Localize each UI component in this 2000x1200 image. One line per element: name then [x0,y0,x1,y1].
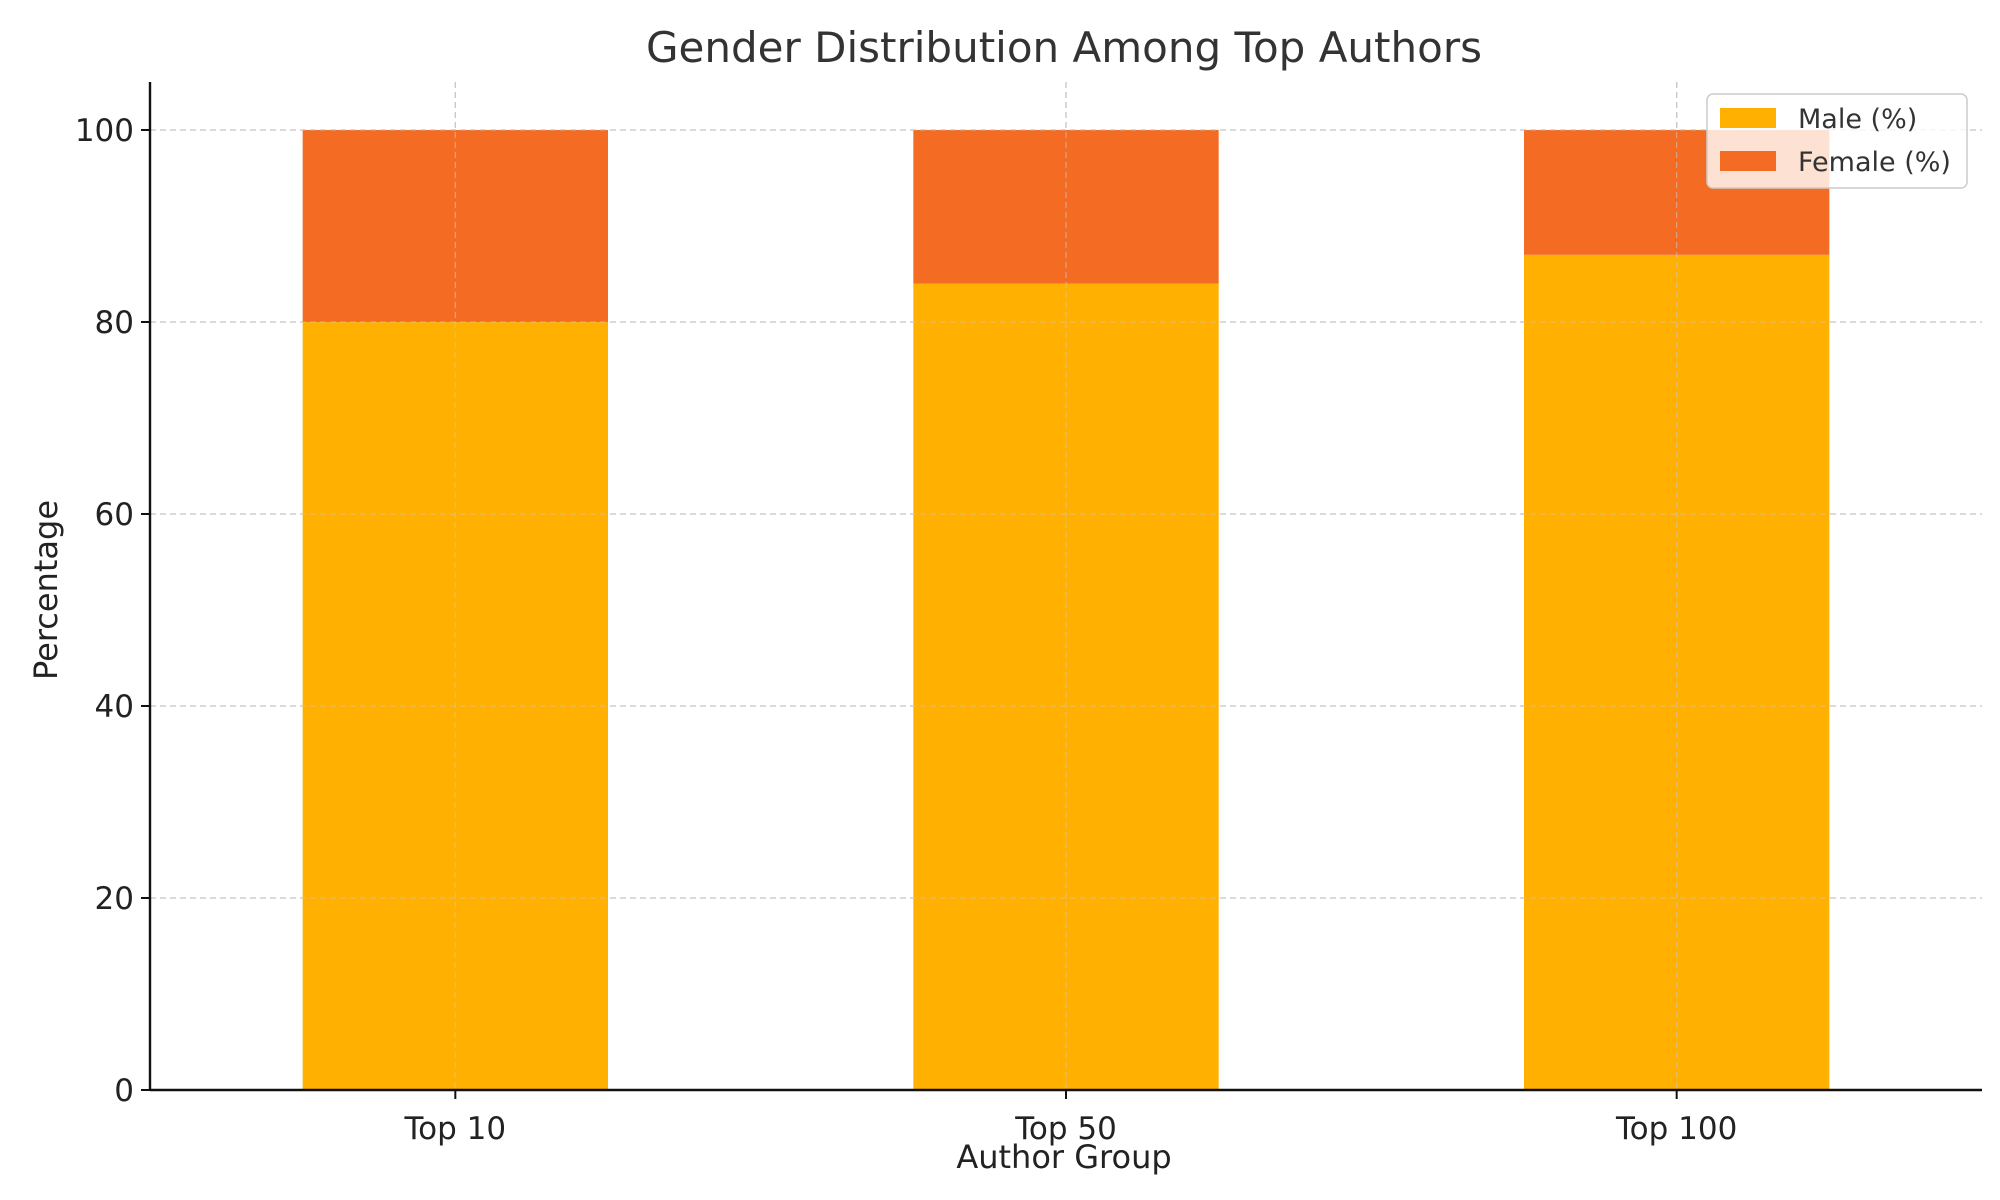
y-tick-label: 60 [95,497,134,533]
y-tick-label: 80 [95,305,134,341]
x-axis-label: Author Group [956,1138,1171,1176]
legend-label-male: Male (%) [1798,104,1917,135]
legend-swatch-male [1720,108,1776,128]
x-tick-label: Top 10 [404,1111,507,1147]
x-tick-label: Top 50 [1014,1111,1117,1147]
y-axis-label: Percentage [27,500,65,680]
legend-swatch-female [1720,151,1776,171]
chart-title: Gender Distribution Among Top Authors [646,23,1482,72]
legend-label-female: Female (%) [1798,147,1951,178]
y-tick-label: 20 [95,881,134,917]
ticks: 0 20 40 60 80 100 Top 10 Top 50 Top 100 [75,113,1738,1147]
bars [150,82,1982,1091]
legend: Male (%) Female (%) [1706,93,1968,189]
x-tick-label: Top 100 [1615,1111,1737,1147]
y-tick-label: 40 [95,689,134,725]
y-tick-label: 100 [75,113,134,149]
y-tick-label: 0 [114,1073,134,1109]
